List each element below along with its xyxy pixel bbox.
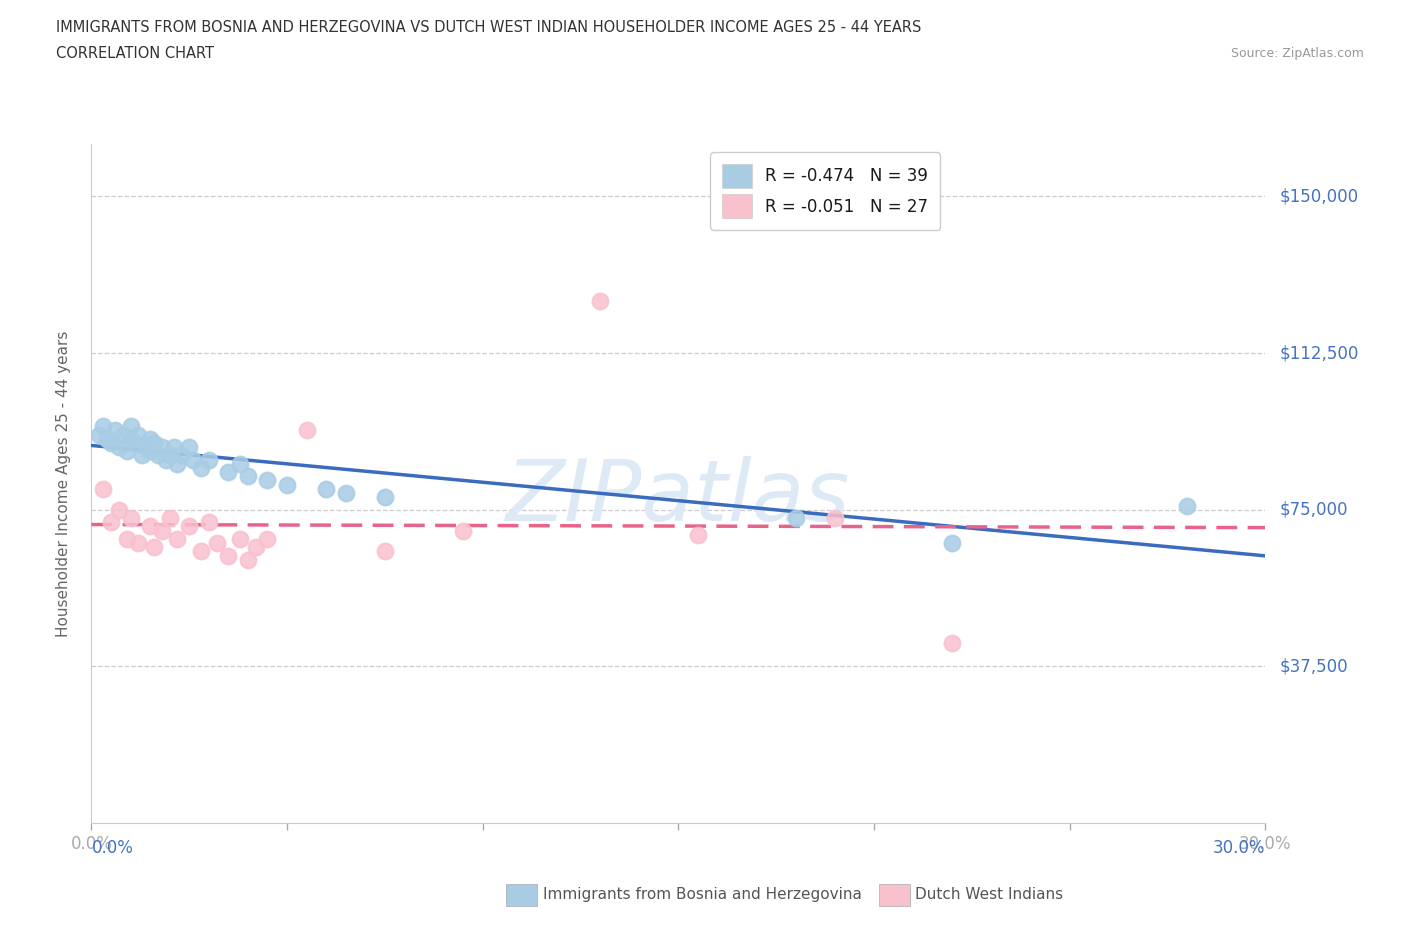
- Point: [197, 452, 219, 467]
- Text: Immigrants from Bosnia and Herzegovina: Immigrants from Bosnia and Herzegovina: [543, 887, 862, 902]
- Point: [89, 427, 111, 442]
- Point: [146, 448, 169, 463]
- Point: [190, 460, 212, 475]
- Point: [115, 444, 138, 458]
- Point: [91, 482, 114, 497]
- Point: [100, 435, 122, 450]
- Point: [315, 482, 337, 497]
- Text: $150,000: $150,000: [1279, 187, 1358, 206]
- Text: Source: ZipAtlas.com: Source: ZipAtlas.com: [1230, 46, 1364, 60]
- Point: [91, 418, 114, 433]
- Text: $112,500: $112,500: [1279, 344, 1358, 362]
- Point: [166, 532, 188, 547]
- Point: [374, 544, 396, 559]
- Point: [100, 515, 122, 530]
- Point: [120, 418, 142, 433]
- Point: [150, 524, 173, 538]
- Point: [143, 435, 166, 450]
- Text: ZIPatlas: ZIPatlas: [506, 456, 851, 538]
- Point: [166, 457, 188, 472]
- Point: [127, 427, 149, 442]
- Point: [120, 511, 142, 525]
- Legend: R = -0.474   N = 39, R = -0.051   N = 27: R = -0.474 N = 39, R = -0.051 N = 27: [710, 153, 941, 230]
- Point: [124, 435, 146, 450]
- Point: [276, 477, 298, 492]
- Point: [229, 457, 252, 472]
- Point: [217, 548, 239, 563]
- Point: [181, 452, 204, 467]
- Point: [120, 432, 142, 446]
- Point: [115, 532, 138, 547]
- Point: [107, 440, 129, 455]
- Point: [205, 536, 228, 551]
- Text: CORRELATION CHART: CORRELATION CHART: [56, 46, 214, 61]
- Point: [96, 432, 118, 446]
- Text: $37,500: $37,500: [1279, 658, 1348, 675]
- Point: [256, 532, 278, 547]
- Point: [335, 485, 357, 500]
- Point: [1175, 498, 1198, 513]
- Point: [197, 515, 219, 530]
- Point: [155, 452, 177, 467]
- Point: [179, 519, 201, 534]
- Point: [162, 440, 184, 455]
- Text: 30.0%: 30.0%: [1213, 839, 1265, 857]
- Text: $75,000: $75,000: [1279, 500, 1348, 519]
- Text: IMMIGRANTS FROM BOSNIA AND HERZEGOVINA VS DUTCH WEST INDIAN HOUSEHOLDER INCOME A: IMMIGRANTS FROM BOSNIA AND HERZEGOVINA V…: [56, 20, 921, 35]
- Point: [107, 502, 129, 517]
- Point: [236, 552, 259, 567]
- Y-axis label: Householder Income Ages 25 - 44 years: Householder Income Ages 25 - 44 years: [56, 330, 70, 637]
- Point: [127, 536, 149, 551]
- Point: [179, 440, 201, 455]
- Text: 0.0%: 0.0%: [91, 839, 134, 857]
- Point: [190, 544, 212, 559]
- Point: [236, 469, 259, 484]
- Point: [785, 511, 807, 525]
- Point: [135, 440, 157, 455]
- Point: [170, 448, 193, 463]
- Point: [131, 448, 153, 463]
- Point: [159, 448, 181, 463]
- Point: [589, 293, 612, 308]
- Point: [451, 524, 474, 538]
- Text: Dutch West Indians: Dutch West Indians: [915, 887, 1063, 902]
- Point: [139, 444, 162, 458]
- Point: [245, 540, 267, 555]
- Point: [256, 473, 278, 488]
- Point: [150, 440, 173, 455]
- Point: [217, 465, 239, 480]
- Point: [111, 427, 134, 442]
- Point: [824, 511, 846, 525]
- Point: [941, 536, 963, 551]
- Point: [295, 423, 318, 438]
- Point: [104, 423, 127, 438]
- Point: [229, 532, 252, 547]
- Point: [686, 527, 709, 542]
- Point: [139, 519, 162, 534]
- Point: [139, 432, 162, 446]
- Point: [159, 511, 181, 525]
- Point: [374, 490, 396, 505]
- Point: [941, 636, 963, 651]
- Point: [143, 540, 166, 555]
